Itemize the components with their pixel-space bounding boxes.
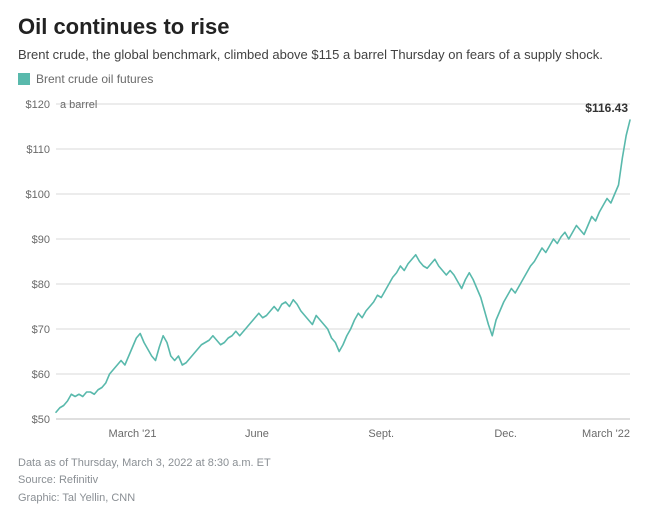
footnote-asof: Data as of Thursday, March 3, 2022 at 8:…: [18, 455, 642, 473]
footnote-source: Source: Refinitiv: [18, 472, 642, 490]
svg-text:$80: $80: [32, 279, 50, 291]
svg-text:$70: $70: [32, 324, 50, 336]
line-chart: $50 $60 $70 $80 $90 $100 $110 $120 a barrel March…: [18, 90, 642, 445]
svg-text:$100: $100: [26, 189, 50, 201]
chart-svg: $50 $60 $70 $80 $90 $100 $110 $120 a barrel March…: [18, 90, 642, 445]
footnote-graphic: Graphic: Tal Yellin, CNN: [18, 490, 642, 508]
legend-label: Brent crude oil futures: [36, 72, 153, 86]
chart-container: Oil continues to rise Brent crude, the g…: [0, 0, 660, 530]
legend: Brent crude oil futures: [18, 72, 642, 86]
svg-text:June: June: [245, 428, 269, 440]
svg-text:Sept.: Sept.: [368, 428, 394, 440]
svg-text:Dec.: Dec.: [494, 428, 517, 440]
svg-text:$90: $90: [32, 234, 50, 246]
footnotes: Data as of Thursday, March 3, 2022 at 8:…: [18, 455, 642, 508]
svg-text:March '22: March '22: [582, 428, 630, 440]
legend-swatch: [18, 73, 30, 85]
svg-text:$116.43: $116.43: [585, 101, 628, 115]
svg-text:$60: $60: [32, 369, 50, 381]
svg-text:March '21: March '21: [109, 428, 157, 440]
svg-text:$110: $110: [26, 144, 50, 156]
svg-text:$50: $50: [32, 414, 50, 426]
chart-title: Oil continues to rise: [18, 14, 642, 40]
svg-text:$120: $120: [26, 99, 50, 111]
chart-subtitle: Brent crude, the global benchmark, climb…: [18, 46, 642, 64]
svg-text:a barrel: a barrel: [60, 99, 97, 111]
